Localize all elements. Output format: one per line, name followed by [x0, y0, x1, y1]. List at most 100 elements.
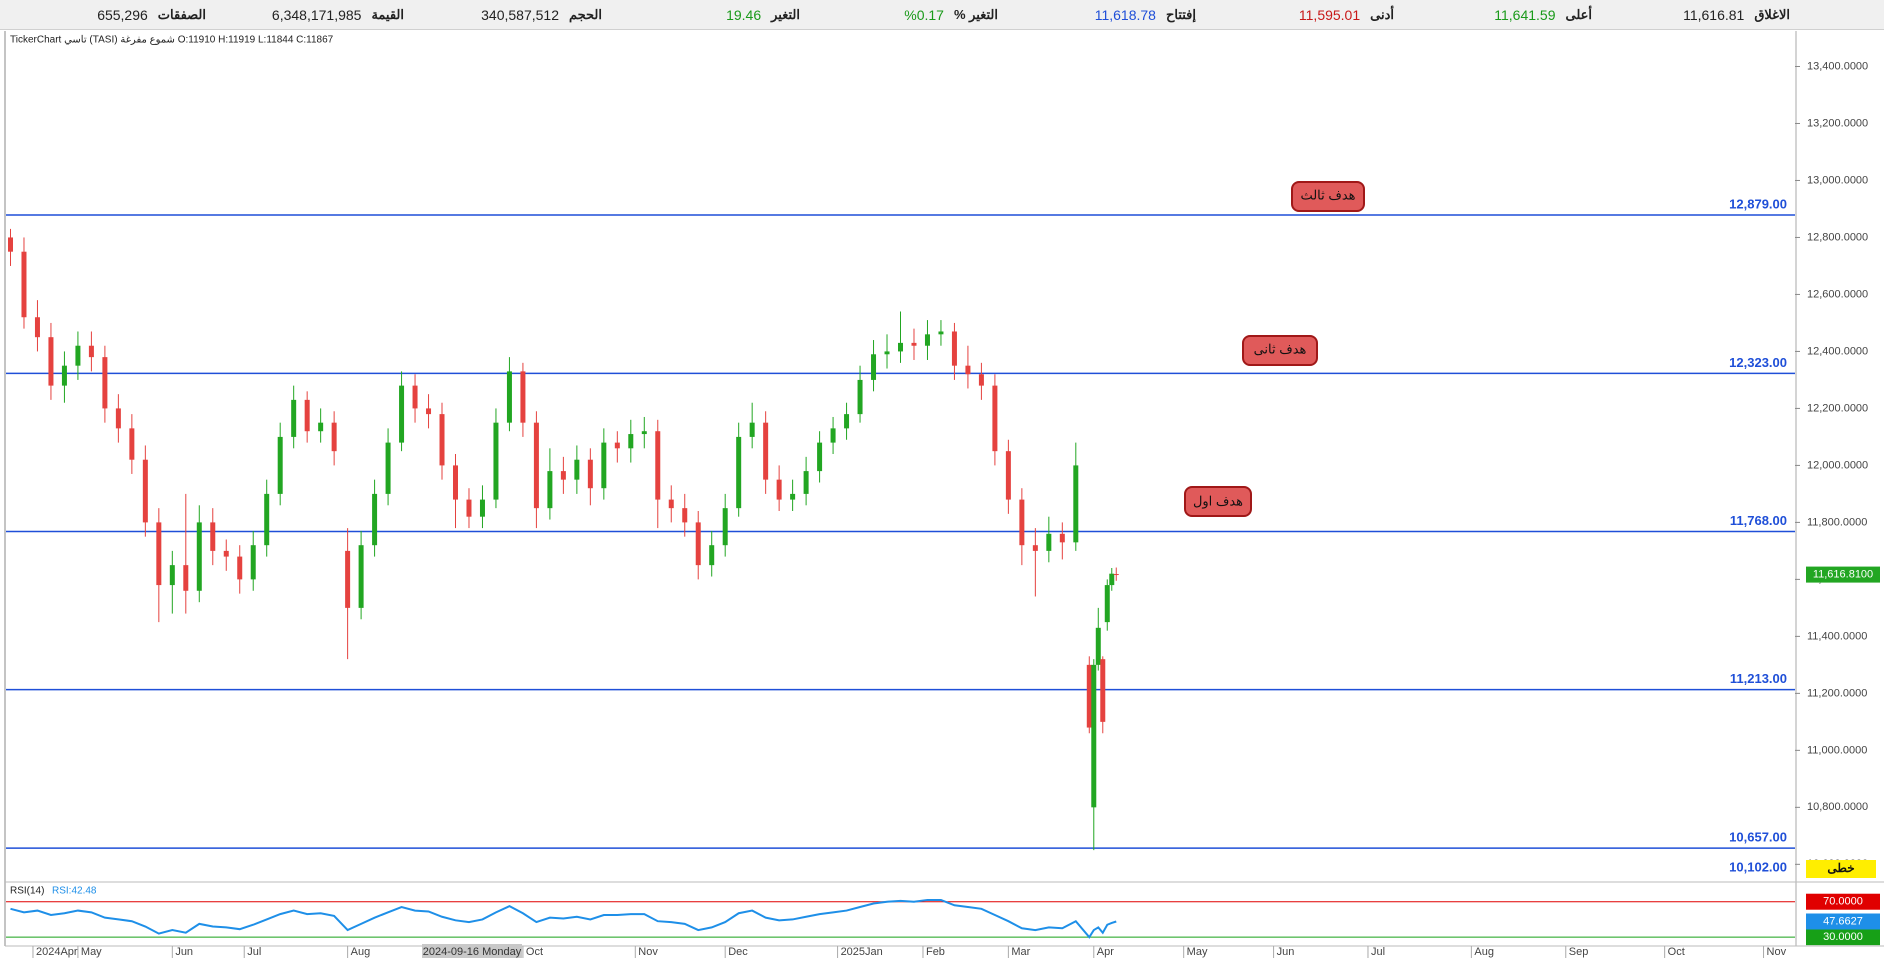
stat: التغير 19.46	[602, 0, 800, 29]
y-tick-label: 12,400.0000	[1807, 345, 1868, 357]
candle-body	[1019, 499, 1025, 546]
candle-body	[237, 556, 243, 580]
candle-body	[466, 499, 472, 517]
y-tick-label: 10,800.0000	[1807, 801, 1868, 813]
y-tick-label: 11,000.0000	[1807, 744, 1867, 756]
candle-body	[493, 422, 499, 500]
candle-body	[7, 237, 13, 252]
candle-body	[21, 251, 27, 318]
rsi-line	[10, 898, 1117, 939]
candle-body	[911, 342, 917, 346]
stats-bar: الاغلاق 11,616.81 أعلى 11,641.59 أدنى 11,595.…	[0, 0, 1884, 30]
candle-body	[601, 442, 607, 489]
x-tick-label: Sep	[1569, 946, 1589, 958]
candle-body	[763, 422, 769, 480]
candle-body	[776, 479, 782, 500]
candle-body	[992, 385, 998, 452]
x-tick-label: Oct	[1668, 946, 1685, 958]
candle-body	[722, 508, 728, 546]
candle-body	[668, 499, 674, 509]
candle-body	[533, 422, 539, 509]
x-tick-label: Jun	[175, 946, 193, 958]
candle-body	[183, 565, 189, 591]
x-tick-label: Mar	[1011, 946, 1030, 958]
candle-body	[709, 545, 715, 566]
stat-label: أدنى	[1370, 6, 1394, 22]
stat: القيمة 6,348,171,985	[206, 0, 404, 29]
candle-body	[385, 442, 391, 494]
last-price-label: 11,616.8100	[1813, 568, 1873, 580]
stat-label: التغير %	[953, 6, 998, 22]
y-tick-label: 13,400.0000	[1807, 60, 1868, 72]
y-tick-label: 30.0000	[1823, 931, 1863, 943]
stat-value: %0.17	[904, 6, 944, 23]
stat-label: الاغلاق	[1754, 6, 1790, 22]
candle-body	[547, 471, 553, 509]
y-tick-label: 12,000.0000	[1807, 459, 1868, 471]
x-tick-label: Apr	[1097, 946, 1114, 958]
target-label: هدف اول	[1193, 493, 1243, 509]
stat-label: إفتتاح	[1165, 6, 1196, 22]
candle-body	[803, 471, 809, 494]
stat: الاغلاق 11,616.81	[1592, 0, 1790, 29]
scale-toggle[interactable]	[1806, 860, 1876, 878]
candle-body	[898, 342, 903, 352]
stat-label: أعلى	[1565, 6, 1592, 22]
candle-body	[304, 399, 310, 432]
scale-toggle-label[interactable]: خطى	[1827, 861, 1854, 875]
target-1: هدف اول	[1184, 486, 1252, 517]
candle-body	[587, 459, 593, 489]
x-tick-label: Jul	[1371, 946, 1385, 958]
stat-value: 655,296	[97, 6, 148, 23]
rsi-title: RSI(14)	[10, 886, 44, 897]
level-label: 11,213.00	[1730, 671, 1787, 686]
candle-body	[345, 550, 351, 608]
candle-body	[34, 317, 40, 338]
stat: الصفقات 655,296	[8, 0, 206, 29]
target-box	[1242, 335, 1318, 366]
y-tick-label: 11,400.0000	[1807, 630, 1867, 642]
rsi-value: RSI:42.48	[52, 886, 97, 897]
candle-body	[250, 545, 256, 580]
stat: إفتتاح 11,618.78	[998, 0, 1196, 29]
target-2: هدف ثانى	[1242, 335, 1318, 366]
x-tick-label: Nov	[1767, 946, 1787, 958]
candle-body	[61, 365, 67, 386]
x-tick-label: 2025Jan	[841, 946, 883, 958]
candle-body	[614, 442, 620, 449]
candle-body	[452, 465, 458, 500]
candle-body	[88, 345, 94, 358]
stat-label: القيمة	[371, 6, 404, 22]
candle-body	[1095, 627, 1101, 665]
x-tick-label: Nov	[638, 946, 658, 958]
candle-body	[574, 459, 580, 480]
x-tick-label: 2024Apr	[36, 946, 78, 958]
target-box	[1291, 181, 1365, 212]
y-tick-box	[1806, 893, 1880, 910]
candle-body	[682, 508, 688, 523]
stat-label: الصفقات	[157, 6, 206, 22]
y-tick-label: 12,200.0000	[1807, 402, 1868, 414]
candle-body	[857, 379, 863, 415]
candle-body	[695, 522, 701, 566]
y-tick-label: 13,200.0000	[1807, 117, 1868, 129]
candle-body	[790, 493, 796, 500]
x-tick-label: May	[1187, 946, 1208, 958]
candle-body	[372, 493, 378, 546]
candle-body	[196, 522, 202, 591]
y-tick-box	[1806, 929, 1880, 946]
candle-body	[655, 431, 661, 500]
candle-body	[1086, 664, 1092, 728]
candle-body	[884, 351, 890, 355]
x-tick-label: Aug	[351, 946, 371, 958]
y-tick-label: 11,800.0000	[1807, 516, 1867, 528]
candle-body	[560, 471, 566, 480]
candle-body	[1091, 664, 1097, 808]
candle-body	[358, 545, 364, 608]
candle-body	[1104, 585, 1110, 623]
candle-body	[142, 459, 148, 523]
target-3: هدف ثالث	[1291, 181, 1365, 212]
candle-body	[223, 550, 229, 557]
stat: أعلى 11,641.59	[1394, 0, 1592, 29]
